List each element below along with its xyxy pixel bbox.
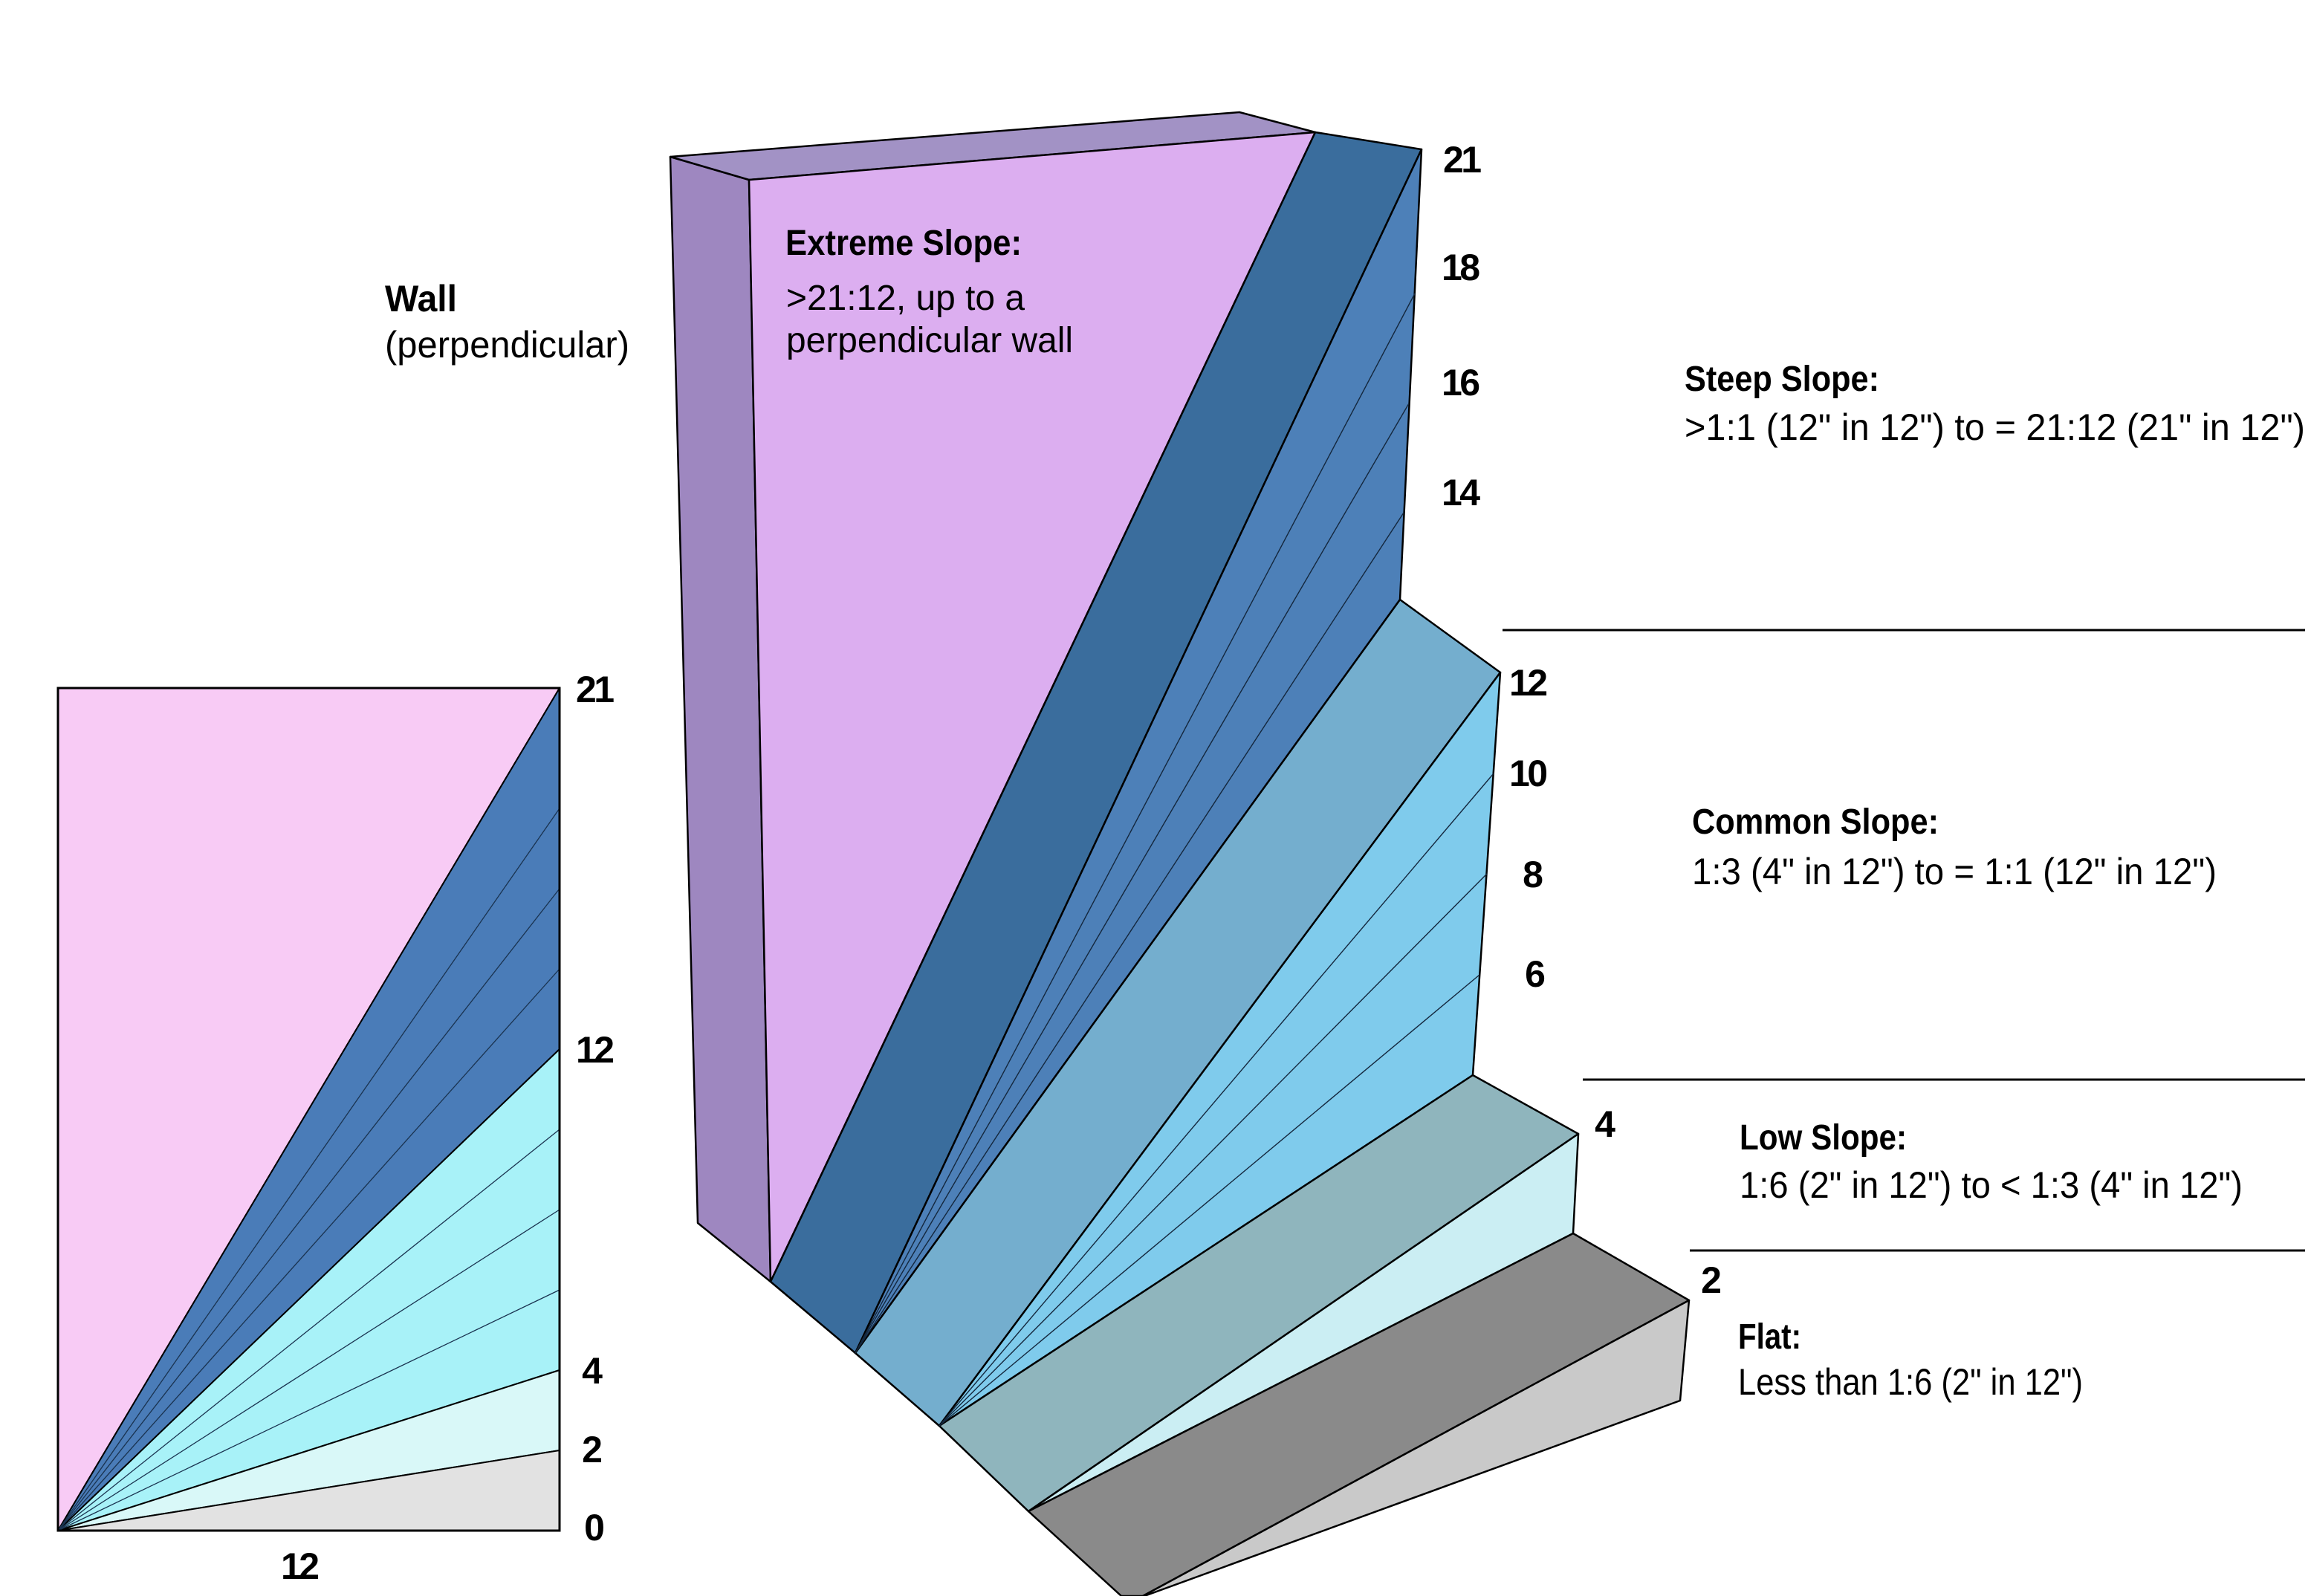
svg-text:12: 12 bbox=[576, 1029, 615, 1071]
svg-text:Extreme Slope:: Extreme Slope: bbox=[785, 224, 1022, 263]
svg-text:4: 4 bbox=[1595, 1103, 1615, 1145]
svg-text:12: 12 bbox=[1509, 662, 1548, 704]
svg-text:Low Slope:: Low Slope: bbox=[1740, 1118, 1907, 1158]
svg-text:0: 0 bbox=[584, 1507, 605, 1548]
svg-text:>1:1 (12" in 12") to = 21:12 (: >1:1 (12" in 12") to = 21:12 (21" in 12"… bbox=[1685, 406, 2305, 448]
svg-text:Steep Slope:: Steep Slope: bbox=[1685, 360, 1879, 399]
svg-text:Common Slope:: Common Slope: bbox=[1692, 802, 1939, 842]
svg-text:2: 2 bbox=[582, 1429, 603, 1470]
svg-text:8: 8 bbox=[1523, 854, 1543, 895]
svg-text:(perpendicular): (perpendicular) bbox=[385, 324, 629, 366]
svg-text:18: 18 bbox=[1442, 247, 1480, 288]
svg-text:perpendicular wall: perpendicular wall bbox=[786, 321, 1073, 360]
svg-text:1:6 (2" in 12") to < 1:3 (4" i: 1:6 (2" in 12") to < 1:3 (4" in 12") bbox=[1740, 1164, 2243, 1206]
svg-text:16: 16 bbox=[1442, 362, 1480, 403]
svg-text:Less than 1:6 (2" in 12"): Less than 1:6 (2" in 12") bbox=[1738, 1361, 2083, 1403]
svg-text:2: 2 bbox=[1701, 1259, 1722, 1301]
svg-text:6: 6 bbox=[1525, 953, 1546, 995]
svg-text:Wall: Wall bbox=[385, 278, 457, 319]
svg-text:21: 21 bbox=[576, 669, 615, 710]
svg-text:14: 14 bbox=[1442, 472, 1480, 513]
svg-text:1:3 (4" in 12") to = 1:1 (12": 1:3 (4" in 12") to = 1:1 (12" in 12") bbox=[1692, 851, 2217, 892]
svg-text:4: 4 bbox=[582, 1350, 603, 1392]
svg-text:10: 10 bbox=[1509, 753, 1548, 794]
svg-text:12: 12 bbox=[281, 1545, 320, 1587]
svg-text:21: 21 bbox=[1443, 139, 1482, 181]
svg-text:Flat:: Flat: bbox=[1738, 1317, 1801, 1357]
svg-text:>21:12, up to a: >21:12, up to a bbox=[786, 279, 1025, 318]
